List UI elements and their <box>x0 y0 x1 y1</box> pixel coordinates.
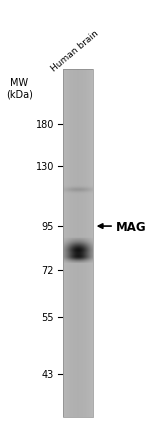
Text: 72: 72 <box>42 266 54 276</box>
Text: 130: 130 <box>36 161 54 171</box>
Text: MAG: MAG <box>116 220 146 233</box>
Bar <box>63 69 93 417</box>
Text: MW
(kDa): MW (kDa) <box>6 78 33 100</box>
Text: Human brain: Human brain <box>50 29 100 73</box>
Text: 43: 43 <box>42 369 54 379</box>
Text: 95: 95 <box>42 222 54 231</box>
Text: 55: 55 <box>42 313 54 322</box>
Text: 180: 180 <box>36 120 54 130</box>
